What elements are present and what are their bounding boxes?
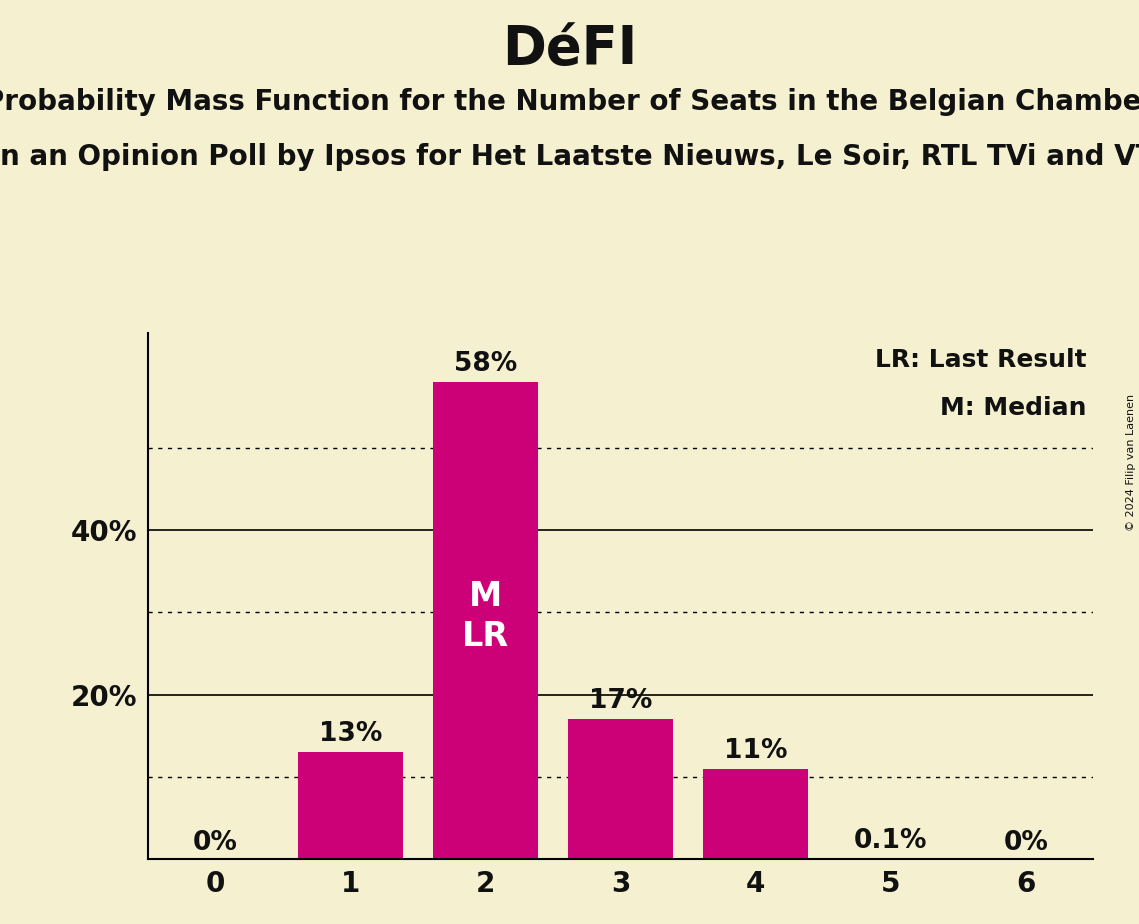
Text: 0%: 0% xyxy=(194,830,238,856)
Text: DéFI: DéFI xyxy=(502,23,637,75)
Text: 0.1%: 0.1% xyxy=(854,828,927,854)
Text: M: Median: M: Median xyxy=(940,395,1087,419)
Text: © 2024 Filip van Laenen: © 2024 Filip van Laenen xyxy=(1126,394,1136,530)
Text: 13%: 13% xyxy=(319,722,383,748)
Text: 0%: 0% xyxy=(1003,830,1048,856)
Bar xyxy=(433,382,539,859)
Text: M
LR: M LR xyxy=(462,579,509,653)
Bar xyxy=(568,720,673,859)
Text: 58%: 58% xyxy=(454,351,517,377)
Bar xyxy=(298,752,403,859)
Bar xyxy=(703,769,809,859)
Text: 17%: 17% xyxy=(589,688,653,714)
Text: n an Opinion Poll by Ipsos for Het Laatste Nieuws, Le Soir, RTL TVi and VTM, 2–1: n an Opinion Poll by Ipsos for Het Laats… xyxy=(0,143,1139,171)
Text: Probability Mass Function for the Number of Seats in the Belgian Chamber: Probability Mass Function for the Number… xyxy=(0,88,1139,116)
Text: 11%: 11% xyxy=(724,738,787,764)
Text: LR: Last Result: LR: Last Result xyxy=(875,348,1087,372)
